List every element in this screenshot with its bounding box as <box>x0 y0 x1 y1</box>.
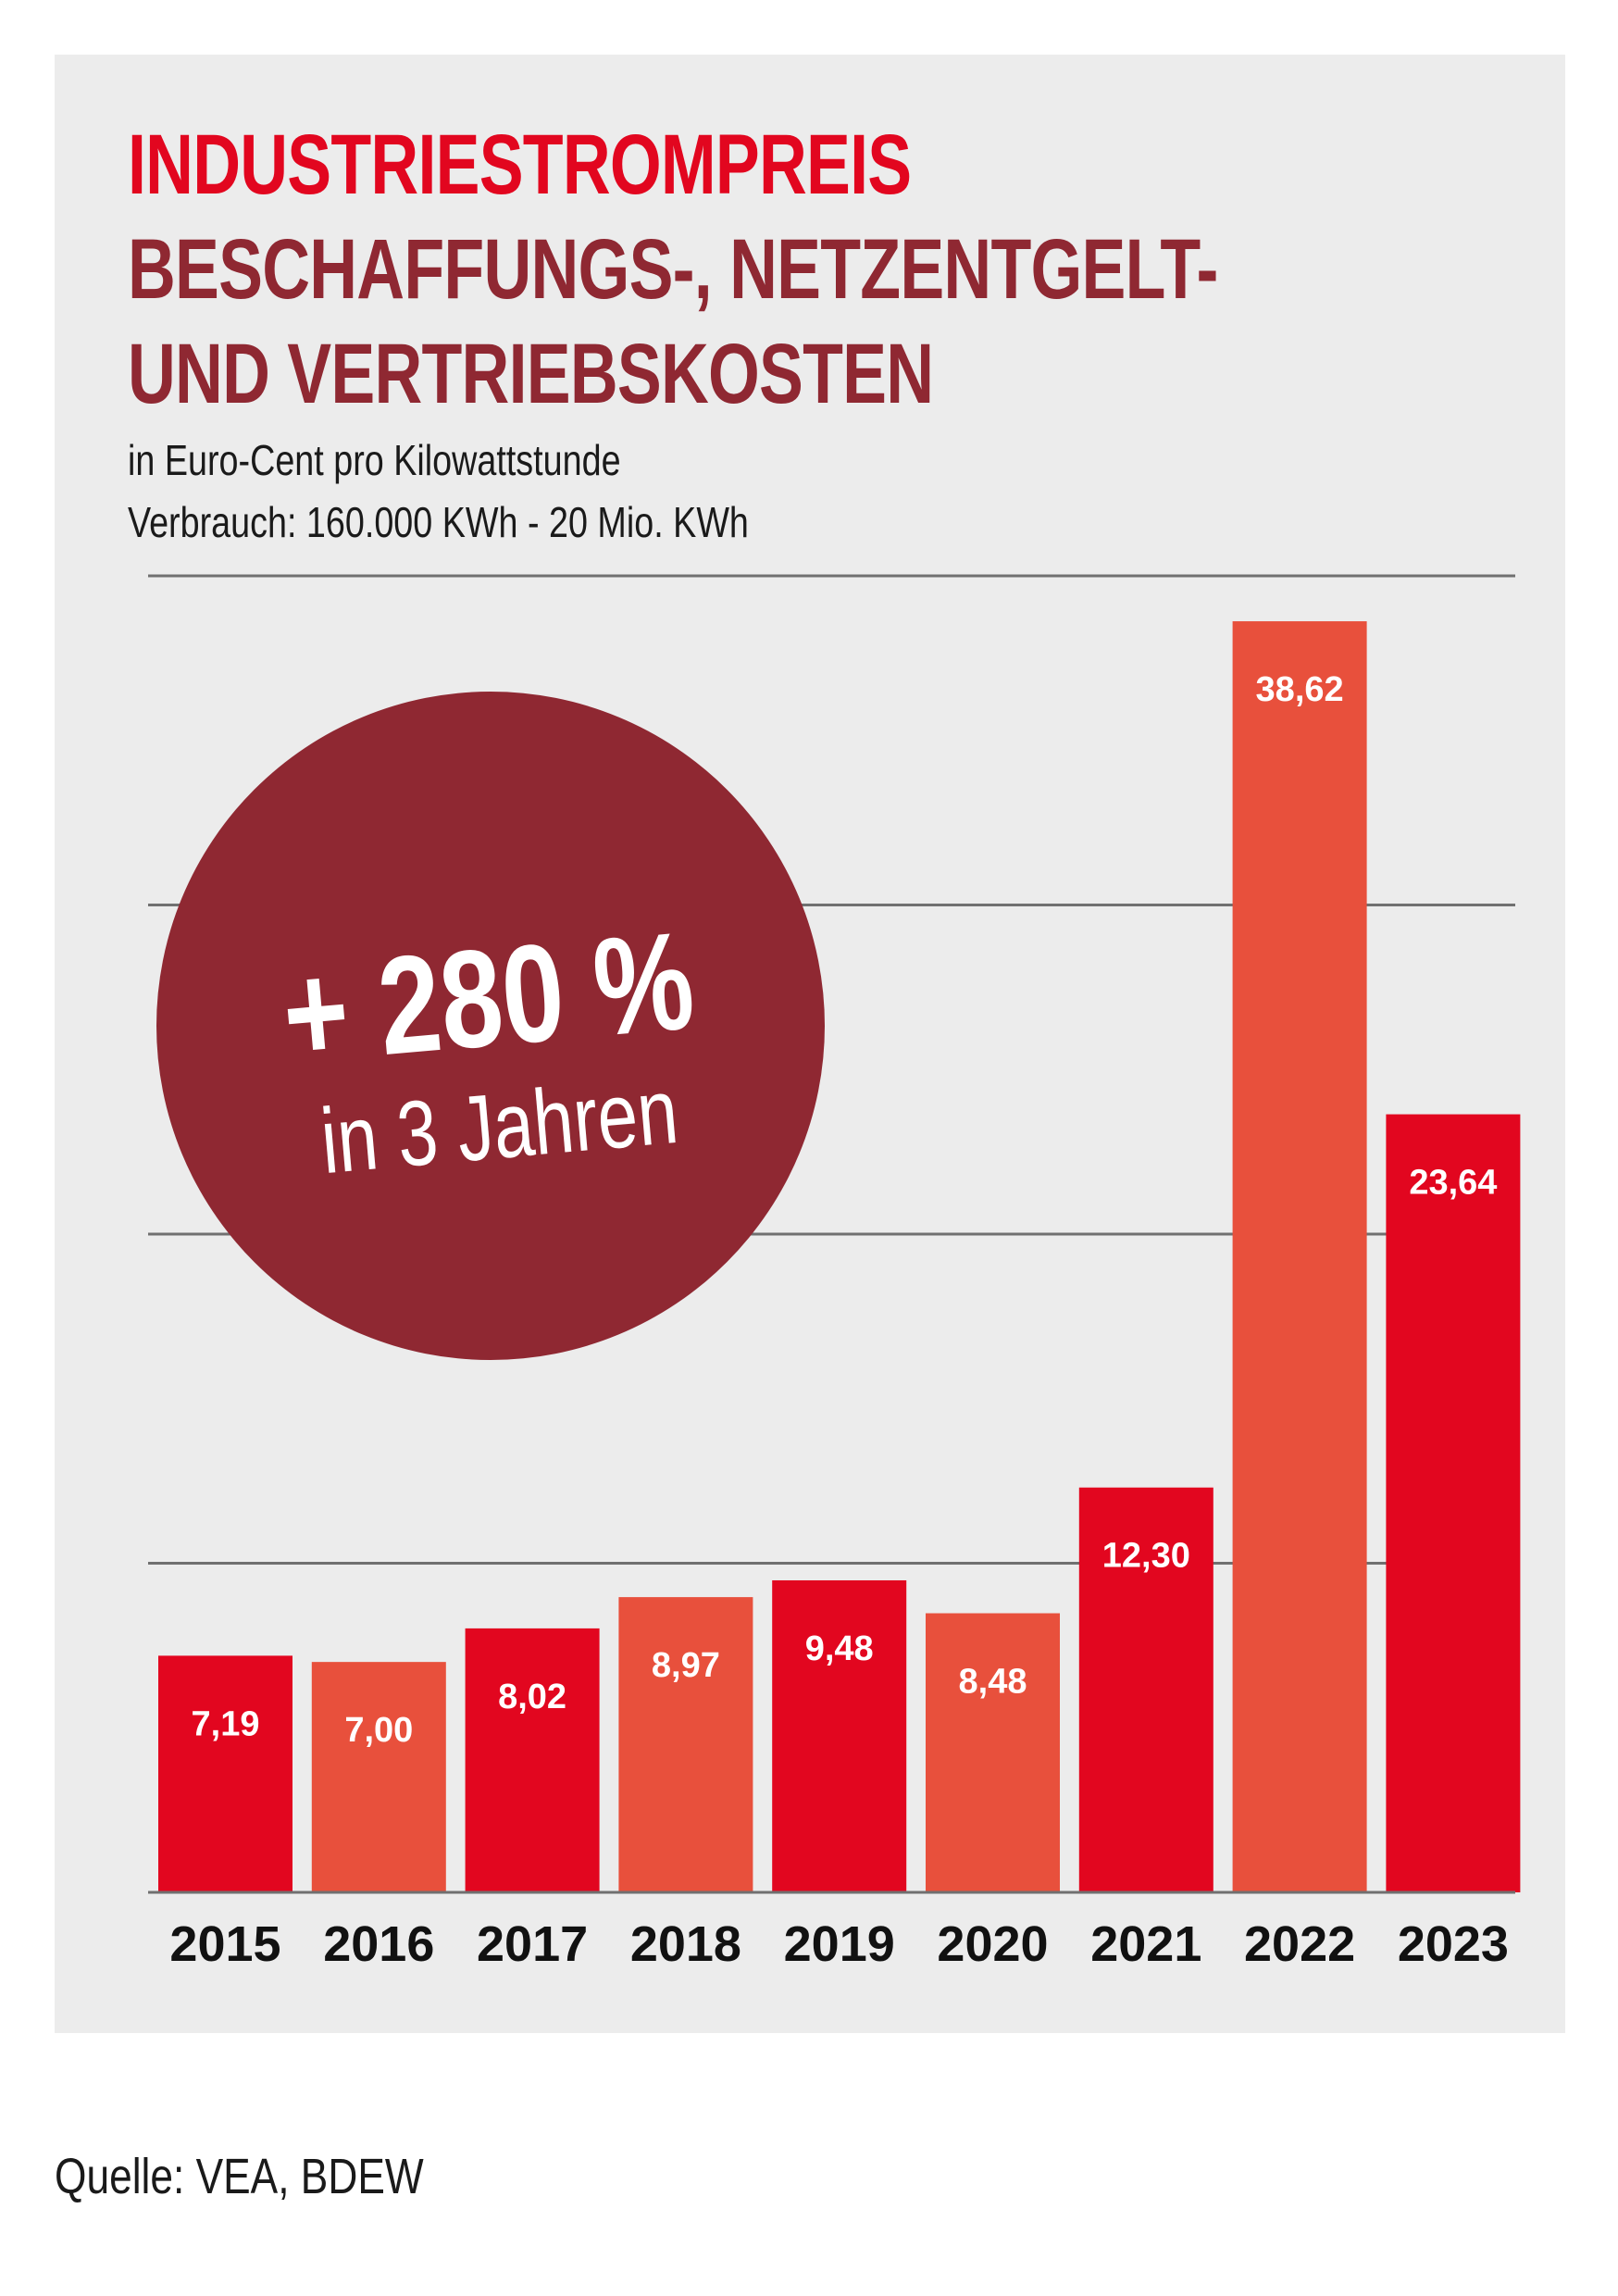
growth-badge: + 280 % in 3 Jahren <box>156 692 825 1360</box>
bar-2016 <box>311 1662 446 1892</box>
bar-value-label-2019: 9,48 <box>805 1629 874 1668</box>
bar-value-labels: 7,19 7,00 8,02 8,97 9,48 8,48 12,30 38,62 23,64 <box>192 670 1498 1750</box>
x-tick-label-2016: 2016 <box>323 1916 434 1972</box>
bar-2021 <box>1078 1487 1214 1892</box>
chart-title-line-1: INDUSTRIESTROMPREIS <box>128 118 912 212</box>
x-tick-label-2021: 2021 <box>1090 1916 1201 1972</box>
bar-2023 <box>1386 1114 1521 1892</box>
bar-value-label-2018: 8,97 <box>652 1646 720 1685</box>
x-tick-label-2020: 2020 <box>937 1916 1048 1972</box>
bar-2019 <box>772 1579 907 1892</box>
source-note: Quelle: VEA, BDEW <box>55 2149 424 2204</box>
x-tick-label-2017: 2017 <box>477 1916 588 1972</box>
x-tick-label-2015: 2015 <box>169 1916 280 1972</box>
bar-2020 <box>926 1613 1060 1892</box>
bar-value-label-2023: 23,64 <box>1409 1164 1497 1203</box>
bar-value-label-2022: 38,62 <box>1256 670 1344 709</box>
chart-subtitle-unit: in Euro-Cent pro Kilowattstunde <box>128 436 621 484</box>
bar-value-label-2016: 7,00 <box>344 1711 413 1750</box>
bar-2018 <box>618 1597 753 1892</box>
bar-value-label-2015: 7,19 <box>192 1704 260 1743</box>
x-tick-label-2019: 2019 <box>784 1916 895 1972</box>
bar-2015 <box>158 1655 292 1892</box>
chart-subtitle-consumption: Verbrauch: 160.000 KWh - 20 Mio. KWh <box>128 498 749 546</box>
bar-value-label-2020: 8,48 <box>959 1663 1027 1702</box>
bar-2022 <box>1232 621 1367 1892</box>
chart-title-line-2: BESCHAFFUNGS-, NETZENTGELT- <box>128 222 1218 317</box>
x-tick-label-2022: 2022 <box>1244 1916 1355 1972</box>
bar-value-label-2021: 12,30 <box>1102 1537 1190 1576</box>
growth-badge-percent: + 280 % <box>276 902 700 1093</box>
bars <box>158 621 1521 1892</box>
bar-value-label-2017: 8,02 <box>498 1678 566 1716</box>
x-tick-label-2023: 2023 <box>1398 1916 1509 1972</box>
x-tick-label-2018: 2018 <box>630 1916 741 1972</box>
bar-2017 <box>465 1628 600 1892</box>
chart-title-line-3: UND VERTRIEBSKOSTEN <box>128 327 934 421</box>
x-axis-tick-labels: 2015 2016 2017 2018 2019 2020 2021 2022 2023 <box>169 1916 1509 1972</box>
